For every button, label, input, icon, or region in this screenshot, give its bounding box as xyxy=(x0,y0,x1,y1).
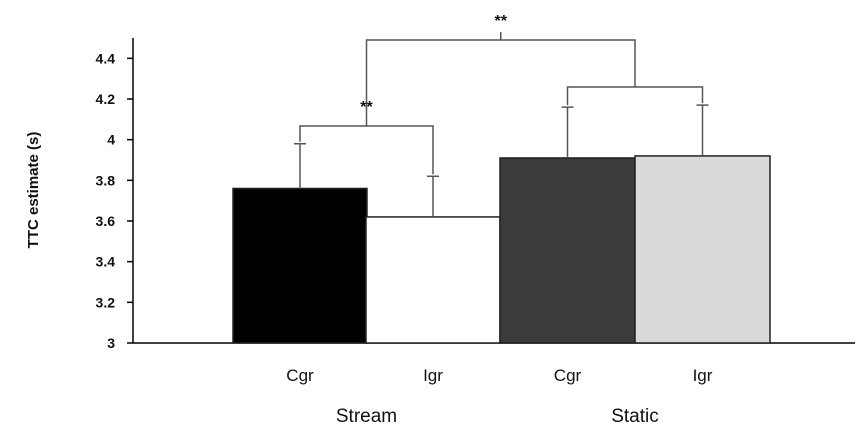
significance-brackets: **** xyxy=(299,13,704,175)
y-tick-label: 3.6 xyxy=(96,213,116,229)
stream-bracket xyxy=(299,125,434,175)
category-labels: Cgr Igr Cgr Igr xyxy=(286,366,712,385)
y-tick-label: 3.8 xyxy=(96,172,116,188)
y-tick-label: 4 xyxy=(107,132,115,148)
group-labels: Stream Static xyxy=(336,406,659,427)
y-tick-label: 4.4 xyxy=(96,50,116,66)
bar-1 xyxy=(232,187,368,344)
y-tick-label: 3 xyxy=(107,335,115,351)
category-label-4: Igr xyxy=(693,366,713,385)
group-label-1: Stream xyxy=(336,406,397,427)
error-bars xyxy=(294,104,709,217)
y-tick-label: 3.2 xyxy=(96,294,116,310)
bar-3 xyxy=(499,157,636,344)
y-tick-label: 3.4 xyxy=(96,254,116,270)
group-label-2: Static xyxy=(611,406,659,427)
group-bracket xyxy=(365,39,636,126)
bars xyxy=(232,155,771,344)
bar-4 xyxy=(634,155,771,344)
static-bracket xyxy=(566,86,704,106)
category-label-2: Igr xyxy=(423,366,443,385)
category-label-3: Cgr xyxy=(554,366,582,385)
y-tick-label: 4.2 xyxy=(96,91,116,107)
group-significance-label: ** xyxy=(495,13,508,30)
y-axis-label: TTC estimate (s) xyxy=(25,132,42,249)
bar-2 xyxy=(365,216,501,344)
category-label-1: Cgr xyxy=(286,366,314,385)
y-ticks: 3 3.2 3.4 3.6 3.8 4 4.2 4.4 xyxy=(96,50,133,351)
